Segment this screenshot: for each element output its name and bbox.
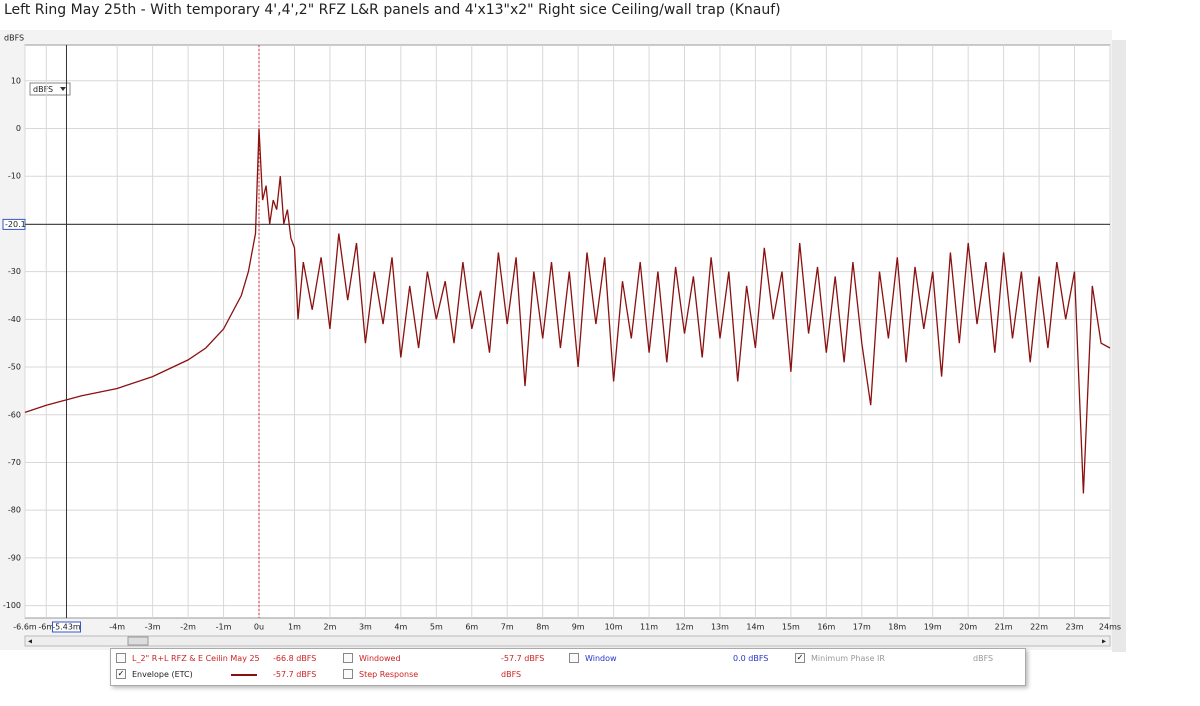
legend-swatch bbox=[231, 674, 257, 676]
y-tick-label: 10 bbox=[11, 76, 21, 85]
y-tick-label: -70 bbox=[8, 458, 21, 467]
y-tick-label: -30 bbox=[8, 267, 21, 276]
x-tick-label: 19m bbox=[924, 623, 942, 632]
y-tick-label: -60 bbox=[8, 410, 21, 419]
legend-item[interactable]: Windowed bbox=[343, 653, 401, 663]
cursor-x-box bbox=[51, 621, 81, 633]
x-tick-label: 8m bbox=[536, 623, 549, 632]
cursor-x-label: -5.43m bbox=[52, 623, 81, 632]
legend-item[interactable]: ✓ Envelope (ETC) bbox=[116, 669, 193, 679]
x-tick-label: -4m bbox=[109, 623, 125, 632]
x-tick-label: -6.6m bbox=[13, 623, 37, 632]
y-tick-label: -40 bbox=[8, 315, 21, 324]
cursor-y-box bbox=[2, 218, 26, 230]
legend-value: -57.7 dBFS bbox=[273, 670, 317, 679]
x-tick-label: 18m bbox=[888, 623, 906, 632]
x-tick-label: 1m bbox=[288, 623, 301, 632]
checkbox[interactable] bbox=[569, 653, 579, 663]
y-tick-label: -90 bbox=[8, 553, 21, 562]
scrollbar[interactable] bbox=[24, 635, 1111, 647]
x-tick-label: 11m bbox=[640, 623, 658, 632]
legend-value: 0.0 dBFS bbox=[733, 654, 769, 663]
x-tick-label: 7m bbox=[501, 623, 514, 632]
legend-item[interactable]: ✓ Minimum Phase IR bbox=[795, 653, 885, 663]
x-tick-label: 23m bbox=[1066, 623, 1084, 632]
x-tick-label: 6m bbox=[465, 623, 478, 632]
x-tick-label: 20m bbox=[959, 623, 977, 632]
checkbox[interactable] bbox=[116, 653, 126, 663]
legend-label: Step Response bbox=[359, 669, 419, 679]
x-tick-label: 21m bbox=[995, 623, 1013, 632]
legend-value: -66.8 dBFS bbox=[273, 654, 317, 663]
unit-dropdown[interactable] bbox=[29, 82, 71, 96]
x-tick-label: 22m bbox=[1030, 623, 1048, 632]
legend-value: -57.7 dBFS bbox=[501, 654, 545, 663]
checkbox[interactable]: ✓ bbox=[116, 669, 126, 679]
x-tick-label: 10m bbox=[605, 623, 623, 632]
y-axis-label: dBFS bbox=[4, 34, 24, 43]
y-tick-label: -10 bbox=[8, 172, 21, 181]
x-tick-label: -1m bbox=[216, 623, 232, 632]
legend-panel: L_2" R+L RFZ & E Ceilin May 25 -66.8 dBFS… bbox=[110, 648, 1026, 686]
x-tick-label: 0u bbox=[254, 623, 264, 632]
legend-label: L_2" R+L RFZ & E Ceilin May 25 bbox=[132, 653, 260, 663]
y-tick-label: -80 bbox=[8, 506, 21, 515]
scroll-right[interactable]: ▸ bbox=[1102, 637, 1106, 646]
y-tick-label: -50 bbox=[8, 363, 21, 372]
x-tick-label: 2m bbox=[323, 623, 336, 632]
scroll-thumb[interactable] bbox=[127, 636, 149, 646]
x-tick-label: 13m bbox=[711, 623, 729, 632]
chart-title: Left Ring May 25th - With temporary 4',4… bbox=[4, 2, 781, 18]
unit-dropdown-text: dBFS bbox=[33, 85, 53, 94]
x-tick-label: -3m bbox=[145, 623, 161, 632]
checkbox[interactable] bbox=[343, 653, 353, 663]
x-tick-label: 5m bbox=[430, 623, 443, 632]
legend-label: Windowed bbox=[359, 653, 401, 663]
checkbox[interactable]: ✓ bbox=[795, 653, 805, 663]
x-tick-label: -2m bbox=[180, 623, 196, 632]
plot-area bbox=[24, 44, 1111, 619]
legend-value: dBFS bbox=[973, 654, 994, 663]
legend-item[interactable]: L_2" R+L RFZ & E Ceilin May 25 bbox=[116, 653, 260, 663]
legend-label: Window bbox=[585, 653, 617, 663]
x-tick-label: 14m bbox=[746, 623, 764, 632]
x-tick-label: 3m bbox=[359, 623, 372, 632]
legend-label: Envelope (ETC) bbox=[132, 669, 193, 679]
y-tick-label: 0 bbox=[16, 124, 21, 133]
y-tick-label: -100 bbox=[3, 601, 21, 610]
checkbox[interactable] bbox=[343, 669, 353, 679]
legend-item[interactable]: Step Response bbox=[343, 669, 418, 679]
x-tick-label: 12m bbox=[676, 623, 694, 632]
envelope-line bbox=[24, 128, 1111, 494]
cursor-y-label: -20.1 bbox=[5, 220, 26, 229]
x-tick-label: 16m bbox=[817, 623, 835, 632]
x-tick-label: 9m bbox=[572, 623, 585, 632]
legend-item[interactable]: Window bbox=[569, 653, 617, 663]
x-tick-label: 4m bbox=[394, 623, 407, 632]
scroll-left[interactable]: ◂ bbox=[28, 637, 32, 646]
dropdown-arrow bbox=[60, 87, 66, 91]
shadow bbox=[1112, 40, 1126, 652]
x-tick-label: 15m bbox=[782, 623, 800, 632]
x-tick-label: 17m bbox=[853, 623, 871, 632]
legend-label: Minimum Phase IR bbox=[811, 653, 885, 663]
legend-value: dBFS bbox=[501, 670, 522, 679]
x-tick-label: 24ms bbox=[1099, 623, 1121, 632]
x-tick-label: -6m bbox=[38, 623, 54, 632]
